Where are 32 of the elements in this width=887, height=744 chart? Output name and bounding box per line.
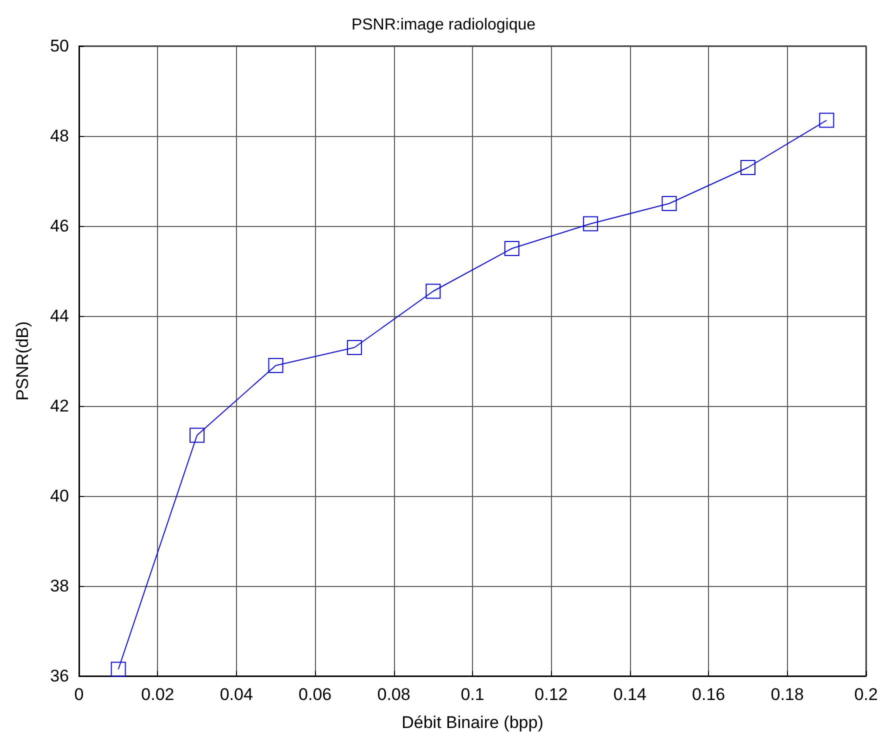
point: [583, 216, 598, 232]
x-tick-label: 0.14: [613, 685, 646, 704]
x-tick-label: 0.12: [534, 685, 568, 704]
point: [819, 112, 834, 128]
x-tick-label: 0.08: [377, 685, 410, 704]
y-tick-label: 50: [50, 36, 69, 56]
y-tick-label: 40: [50, 486, 69, 506]
y-tick-label: 36: [50, 666, 69, 686]
x-tick-label: 0.16: [692, 685, 726, 704]
x-tick-label: 0: [74, 685, 84, 704]
point: [268, 358, 284, 373]
point: [662, 196, 677, 211]
y-tick-label: 48: [50, 126, 69, 146]
x-tick-label: 0.2: [854, 685, 878, 704]
x-tick-label: 0.04: [220, 685, 253, 704]
chart-title: PSNR:image radiologique: [351, 16, 536, 34]
x-axis-title: Débit Binaire (bpp): [402, 713, 544, 732]
x-tick-label: 0.02: [141, 685, 174, 704]
point: [346, 340, 362, 355]
y-tick-label: 38: [50, 576, 69, 596]
y-tick-label: 46: [50, 216, 69, 236]
y-tick-label: 44: [50, 306, 69, 326]
x-tick-label: 0.1: [460, 685, 484, 704]
x-tick-label: 0.18: [770, 685, 804, 704]
point: [740, 160, 756, 175]
y-axis-title: PSNR(dB): [13, 321, 32, 401]
y-tick-label: 42: [50, 396, 69, 416]
point: [504, 241, 520, 256]
point: [110, 662, 126, 677]
x-tick-label: 0.06: [298, 685, 332, 704]
point: [190, 428, 205, 443]
point: [426, 284, 441, 299]
